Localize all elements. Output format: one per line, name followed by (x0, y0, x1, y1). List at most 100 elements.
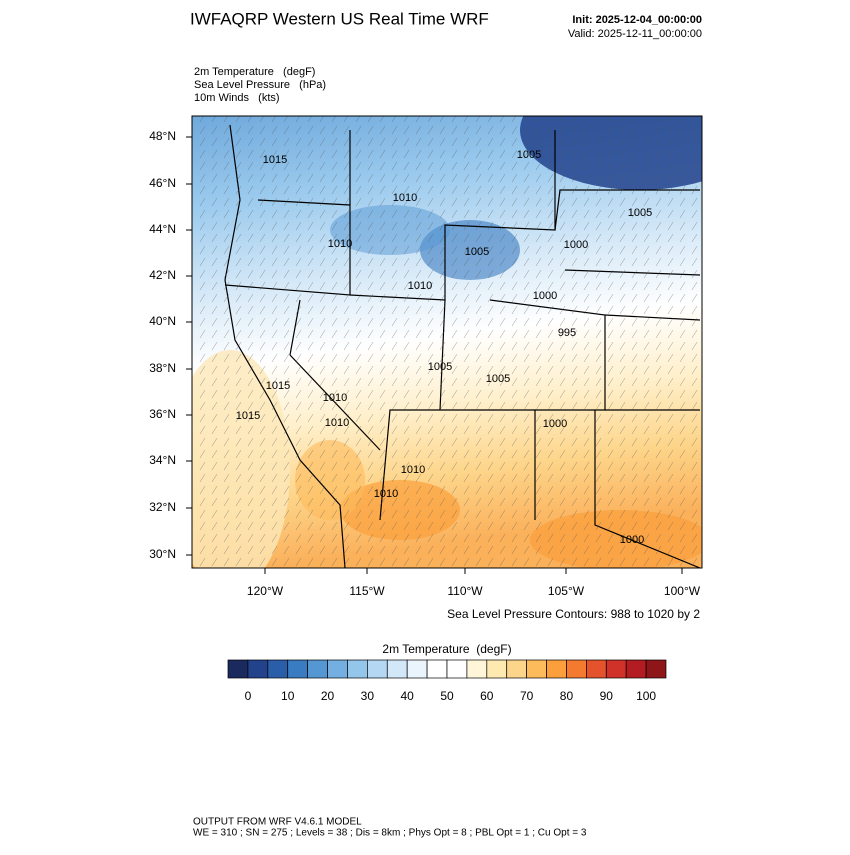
wind-barb (391, 377, 398, 387)
wind-barb (511, 149, 518, 159)
wind-barb (439, 197, 446, 207)
wind-barb (595, 269, 602, 279)
wind-barb (511, 281, 518, 291)
wind-barb (247, 497, 254, 507)
wind-barb (403, 293, 410, 303)
wind-barb (343, 281, 350, 291)
wind-barb (271, 557, 278, 567)
wind-barb (283, 329, 290, 339)
wind-barb (547, 257, 554, 267)
wind-barb (523, 233, 530, 243)
wind-barb (583, 401, 590, 411)
wind-barb (343, 353, 350, 363)
wind-barb (571, 377, 578, 387)
wind-barb (199, 401, 206, 411)
wind-barb (691, 305, 698, 315)
wind-barb (451, 473, 458, 483)
wind-barb (667, 185, 674, 195)
wind-barb (463, 389, 470, 399)
wind-barb (391, 221, 398, 231)
wind-barb (427, 545, 434, 555)
wind-barb (307, 545, 314, 555)
wind-barb (199, 116, 205, 123)
wind-barb (643, 116, 649, 123)
wind-barb (223, 521, 230, 531)
wind-barb (355, 209, 362, 219)
wind-barb (319, 377, 326, 387)
wind-barb (343, 497, 350, 507)
wind-barb (499, 317, 506, 327)
wind-barb (403, 317, 410, 327)
wind-barb (463, 317, 470, 327)
wind-barb (343, 365, 350, 375)
wind-barb (259, 341, 266, 351)
wind-barb (535, 533, 542, 543)
wind-barb (439, 173, 446, 183)
wind-barb (607, 437, 614, 447)
wind-barb (667, 305, 674, 315)
wind-barb (487, 485, 494, 495)
wind-barb (667, 389, 674, 399)
wind-barb (667, 233, 674, 243)
wind-barb (319, 185, 326, 195)
wind-barb (403, 437, 410, 447)
wind-barb (427, 365, 434, 375)
wind-barb (199, 389, 206, 399)
wind-barb (391, 521, 398, 531)
wind-barb (523, 557, 530, 567)
wind-barb (295, 377, 302, 387)
wind-barb (655, 281, 662, 291)
wind-barb (223, 461, 230, 471)
wind-barb (475, 293, 482, 303)
wind-barb (247, 149, 254, 159)
wind-barb (343, 173, 350, 183)
wind-barb (295, 425, 302, 435)
colorbar-tick-label: 30 (361, 689, 375, 703)
wind-barb (679, 185, 686, 195)
wind-barb (367, 365, 374, 375)
wind-barb (343, 533, 350, 543)
wind-barb (427, 353, 434, 363)
wind-barb (223, 449, 230, 459)
wind-barb (283, 173, 290, 183)
wind-barb (319, 521, 326, 531)
wind-barb (439, 353, 446, 363)
wind-barb (643, 497, 650, 507)
wind-barb (547, 305, 554, 315)
wind-barb (355, 245, 362, 255)
wind-barb (247, 413, 254, 423)
wind-barb (235, 449, 242, 459)
wind-barb (271, 509, 278, 519)
wind-barb (583, 365, 590, 375)
wind-barb (595, 521, 602, 531)
wind-barb (211, 161, 218, 171)
wind-barb (427, 341, 434, 351)
wind-barb (667, 137, 674, 147)
wind-barb (511, 389, 518, 399)
wind-barb (595, 116, 601, 123)
wind-barb (667, 353, 674, 363)
wind-barb (655, 137, 662, 147)
wind-barb (223, 437, 230, 447)
wind-barb (571, 389, 578, 399)
wind-barb (259, 221, 266, 231)
wind-barb (331, 461, 338, 471)
wind-barb (427, 521, 434, 531)
wind-barb (547, 341, 554, 351)
colorbar-tick-label: 60 (480, 689, 494, 703)
wind-barb (463, 425, 470, 435)
wind-barb (367, 125, 374, 135)
wind-barb (679, 365, 686, 375)
wind-barb (583, 125, 590, 135)
wind-barb (235, 533, 242, 543)
wind-barb (199, 293, 206, 303)
wind-barb (367, 281, 374, 291)
wind-barb (535, 161, 542, 171)
wind-barb (391, 533, 398, 543)
wind-barb (511, 509, 518, 519)
wind-barb (631, 365, 638, 375)
wind-barb (667, 161, 674, 171)
wind-barb (247, 293, 254, 303)
wind-barb (487, 557, 494, 567)
wind-barb (283, 509, 290, 519)
